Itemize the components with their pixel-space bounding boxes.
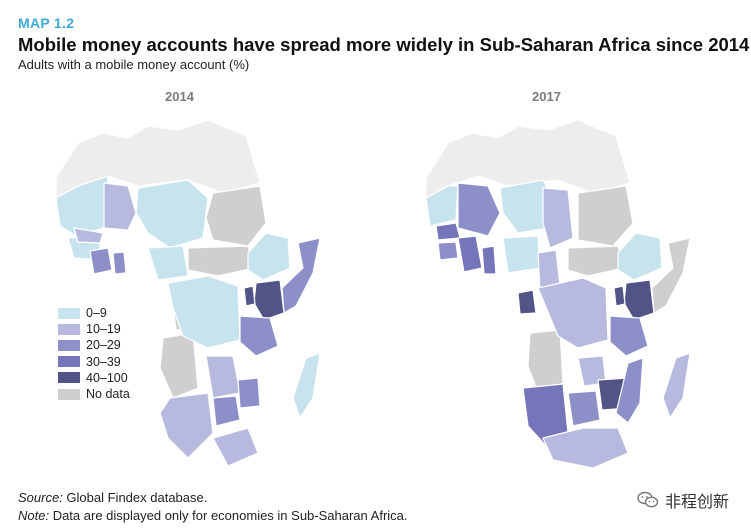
nigeria-light bbox=[502, 235, 541, 274]
mozambique-region bbox=[615, 357, 644, 424]
legend-swatch bbox=[58, 356, 80, 368]
east-africa-dark bbox=[243, 279, 285, 321]
legend-swatch bbox=[58, 339, 80, 351]
somalia-grey bbox=[651, 237, 691, 314]
tanzania-region bbox=[239, 315, 279, 357]
madagascar bbox=[662, 352, 691, 419]
mali-region bbox=[73, 182, 137, 244]
botswana-region bbox=[212, 395, 241, 427]
chad-region bbox=[542, 187, 574, 249]
note-lead: Note: bbox=[18, 508, 50, 523]
central-grey bbox=[527, 185, 634, 394]
source-lead: Source: bbox=[18, 490, 63, 505]
ethiopia-light bbox=[617, 232, 663, 281]
africa-map-2014 bbox=[55, 119, 321, 467]
legend-label: 0–9 bbox=[86, 306, 107, 321]
legend: 0–9 10–19 20–29 30–39 40–100 No data bbox=[58, 305, 130, 402]
legend-swatch bbox=[58, 372, 80, 384]
somalia-region bbox=[281, 237, 321, 314]
wechat-icon bbox=[637, 491, 659, 508]
legend-item-10-19: 10–19 bbox=[58, 321, 130, 337]
zimbabwe-region bbox=[237, 377, 261, 409]
africa-map-2017 bbox=[425, 119, 691, 469]
watermark: 非程创新 bbox=[637, 488, 729, 512]
year-label-2017: 2017 bbox=[532, 89, 561, 104]
congo-light bbox=[537, 277, 609, 387]
mauritania-light bbox=[425, 185, 459, 227]
west-africa-mid bbox=[435, 222, 497, 275]
tanzania-region bbox=[609, 315, 649, 357]
source-text: Global Findex database. bbox=[62, 490, 208, 505]
legend-swatch bbox=[58, 323, 80, 335]
legend-label: 40–100 bbox=[86, 370, 128, 385]
south-africa-light bbox=[542, 427, 629, 469]
madagascar bbox=[292, 352, 321, 419]
watermark-text: 非程创新 bbox=[664, 494, 729, 511]
subtitle: Adults with a mobile money account (%) bbox=[18, 57, 250, 72]
west-coast-mid bbox=[437, 241, 459, 261]
ivory-coast-region bbox=[89, 247, 127, 275]
legend-swatch bbox=[58, 307, 80, 319]
source-note: Source: Global Findex database. bbox=[18, 490, 207, 505]
legend-label: No data bbox=[86, 387, 130, 402]
page-title: Mobile money accounts have spread more w… bbox=[18, 34, 750, 55]
legend-item-20-29: 20–29 bbox=[58, 337, 130, 353]
legend-item-40-100: 40–100 bbox=[58, 370, 130, 386]
legend-label: 20–29 bbox=[86, 338, 121, 353]
map-number: MAP 1.2 bbox=[18, 15, 75, 31]
botswana-region bbox=[567, 390, 601, 427]
legend-item-30-39: 30–39 bbox=[58, 354, 130, 370]
legend-item-0-9: 0–9 bbox=[58, 305, 130, 321]
gabon-congo-dark bbox=[517, 289, 537, 315]
legend-label: 10–19 bbox=[86, 322, 121, 337]
north-africa bbox=[425, 119, 631, 199]
mali-region bbox=[457, 182, 501, 237]
legend-item-no-data: No data bbox=[58, 386, 130, 402]
year-label-2014: 2014 bbox=[165, 89, 194, 104]
legend-label: 30–39 bbox=[86, 354, 121, 369]
legend-swatch bbox=[58, 388, 80, 400]
data-note: Note: Data are displayed only for econom… bbox=[18, 508, 408, 523]
east-africa-dark bbox=[613, 279, 655, 321]
note-text: Data are displayed only for economies in… bbox=[49, 508, 408, 523]
west-africa-light bbox=[55, 175, 209, 281]
